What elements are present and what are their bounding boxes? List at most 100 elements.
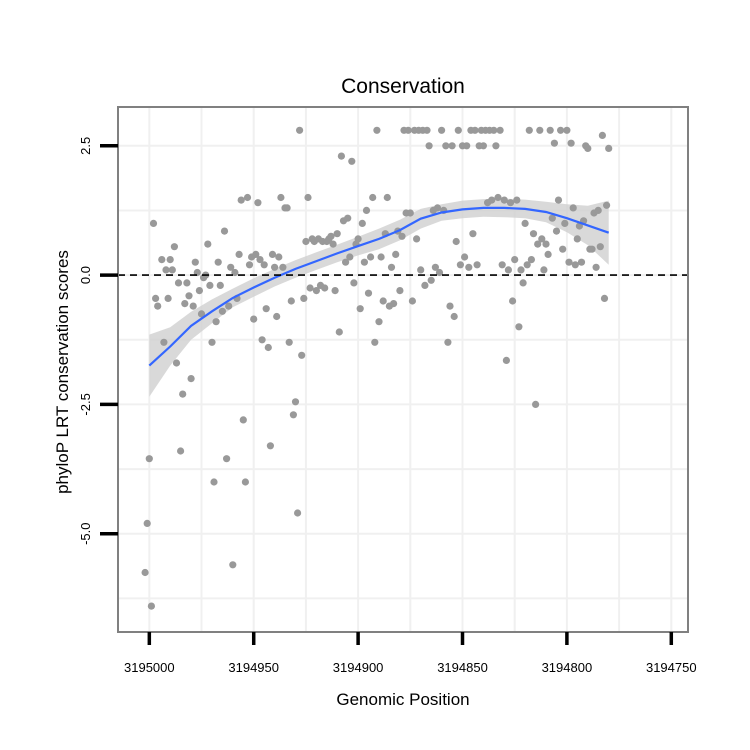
data-point xyxy=(433,204,442,212)
data-point xyxy=(364,289,373,297)
data-point xyxy=(350,279,358,287)
data-point xyxy=(396,287,404,295)
data-point xyxy=(225,302,233,310)
data-point xyxy=(162,266,170,274)
y-tick-label: 2.5 xyxy=(78,137,93,155)
data-point xyxy=(542,240,550,248)
data-point xyxy=(183,279,191,287)
data-point xyxy=(500,196,508,204)
data-point xyxy=(218,307,226,315)
data-point xyxy=(258,336,266,344)
data-point xyxy=(506,199,515,207)
data-point xyxy=(168,266,176,274)
data-point xyxy=(465,263,473,271)
data-point xyxy=(569,204,577,212)
data-point xyxy=(208,338,216,346)
data-point xyxy=(479,142,487,150)
data-point xyxy=(210,478,218,486)
data-point xyxy=(289,411,297,419)
data-point xyxy=(373,126,381,134)
data-point xyxy=(603,201,611,209)
data-point xyxy=(174,279,183,287)
data-point xyxy=(548,214,556,222)
chart-title: Conservation xyxy=(341,75,465,98)
data-point xyxy=(431,263,439,271)
data-point xyxy=(187,375,195,383)
data-point xyxy=(592,263,600,271)
data-point xyxy=(273,312,281,321)
data-point xyxy=(172,359,181,367)
data-point xyxy=(594,206,602,214)
data-point xyxy=(532,400,540,408)
data-point xyxy=(513,196,521,204)
data-point xyxy=(321,284,329,292)
data-point xyxy=(279,263,287,271)
y-axis-label: phyloP LRT conservation scores xyxy=(53,250,72,494)
data-point xyxy=(427,276,435,284)
data-point xyxy=(220,227,229,235)
data-point xyxy=(425,142,433,150)
data-point xyxy=(559,245,567,253)
data-point xyxy=(291,398,300,406)
data-point xyxy=(367,253,375,261)
data-point xyxy=(312,287,320,295)
data-point xyxy=(160,338,168,346)
data-point xyxy=(170,243,178,251)
data-point xyxy=(243,193,252,202)
data-point xyxy=(377,253,385,261)
data-point xyxy=(444,338,452,346)
data-point xyxy=(561,219,569,227)
data-point xyxy=(264,343,272,352)
data-point xyxy=(504,266,512,274)
data-point xyxy=(287,297,295,305)
panel-border xyxy=(117,106,689,633)
data-point xyxy=(216,281,224,289)
data-point xyxy=(565,258,573,266)
data-point xyxy=(423,126,431,134)
data-point xyxy=(448,142,456,150)
data-point xyxy=(342,258,350,266)
data-point xyxy=(181,300,189,308)
y-tick-label: -5.0 xyxy=(78,522,93,544)
data-point xyxy=(327,232,335,240)
data-point xyxy=(166,256,174,264)
data-point xyxy=(145,455,153,463)
x-tick-label: 3194900 xyxy=(333,660,384,675)
data-point xyxy=(193,268,201,277)
smooth-trend-line xyxy=(148,206,610,367)
data-point xyxy=(442,142,450,150)
data-point xyxy=(598,131,607,139)
data-point xyxy=(498,261,506,269)
data-point xyxy=(277,193,285,202)
data-point xyxy=(337,152,345,160)
data-point xyxy=(417,266,425,274)
data-point xyxy=(333,230,341,238)
data-point xyxy=(525,126,533,134)
data-point xyxy=(179,390,187,398)
data-point xyxy=(302,237,310,246)
data-point xyxy=(252,250,260,258)
x-tick-label: 3194750 xyxy=(646,660,697,675)
data-point xyxy=(300,294,308,302)
data-point xyxy=(496,126,504,134)
data-point xyxy=(390,300,398,308)
data-point xyxy=(371,338,379,346)
data-point xyxy=(544,250,552,258)
data-point xyxy=(296,126,304,134)
data-point xyxy=(584,144,592,152)
data-point xyxy=(438,126,446,134)
data-point xyxy=(241,478,249,486)
data-point xyxy=(260,261,268,269)
data-point xyxy=(488,196,496,204)
data-point xyxy=(540,266,548,274)
data-point xyxy=(369,193,377,202)
data-point xyxy=(245,261,254,269)
data-point xyxy=(454,126,462,134)
data-point xyxy=(494,193,502,202)
data-point xyxy=(554,196,563,204)
data-point xyxy=(435,268,444,277)
x-tick-label: 3194950 xyxy=(228,660,279,675)
data-point xyxy=(527,256,536,264)
grid-lines xyxy=(118,107,688,632)
